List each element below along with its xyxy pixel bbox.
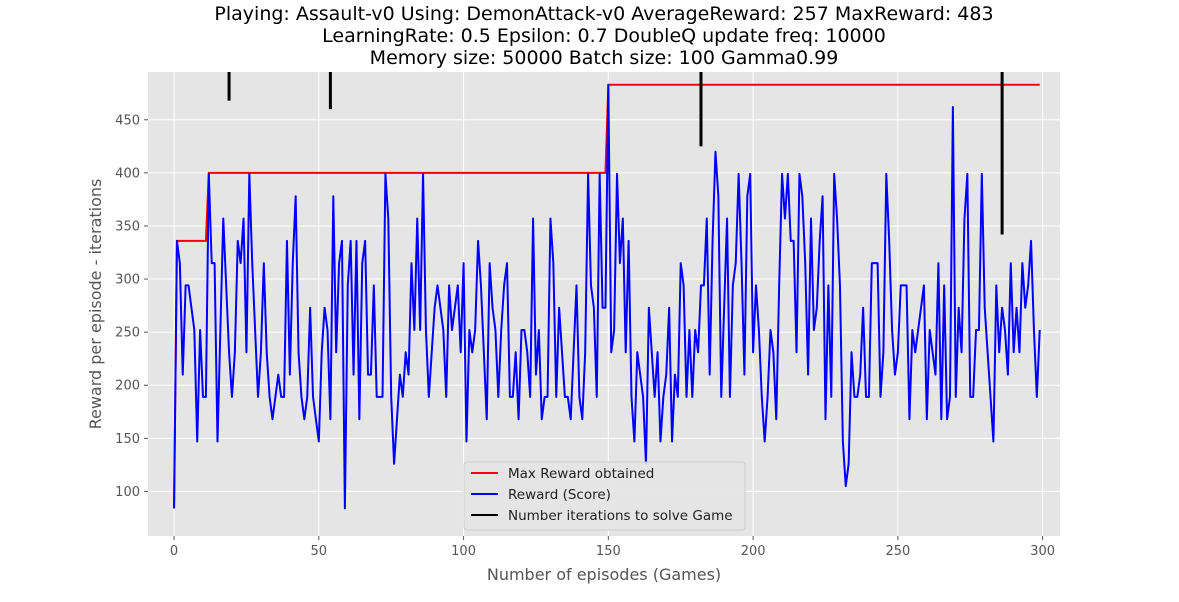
- y-tick-label: 300: [115, 273, 140, 288]
- x-tick-labels: 0 50 100 150 200 250 300: [170, 536, 1055, 559]
- y-tick-labels: 100 150 200 250 300 350 400 450: [115, 113, 148, 500]
- legend-label-reward: Reward (Score): [508, 487, 611, 503]
- y-axis-label: Reward per episode - iterations: [86, 179, 105, 430]
- chart-title-line-1: Playing: Assault-v0 Using: DemonAttack-v…: [214, 3, 993, 25]
- legend: Max Reward obtained Reward (Score) Numbe…: [463, 461, 746, 531]
- y-tick-label: 100: [115, 485, 140, 500]
- x-tick-label: 250: [885, 544, 910, 559]
- y-tick-label: 200: [115, 379, 140, 394]
- series-layer: [173, 72, 1041, 510]
- chart-title-line-3: Memory size: 50000 Batch size: 100 Gamma…: [370, 47, 839, 69]
- y-tick-label: 150: [115, 432, 140, 447]
- legend-label-iterations: Number iterations to solve Game: [508, 508, 733, 524]
- y-tick-label: 400: [115, 166, 140, 181]
- x-axis-label: Number of episodes (Games): [487, 565, 721, 584]
- plot-background: [148, 72, 1060, 536]
- x-tick-label: 50: [311, 544, 328, 559]
- legend-box: [463, 461, 746, 531]
- y-tick-label: 450: [115, 113, 140, 128]
- x-tick-label: 100: [451, 544, 476, 559]
- x-tick-label: 300: [1030, 544, 1055, 559]
- series-line-reward: [173, 83, 1041, 510]
- chart-title-line-2: LearningRate: 0.5 Epsilon: 0.7 DoubleQ u…: [322, 25, 886, 47]
- y-tick-label: 250: [115, 326, 140, 341]
- y-tick-label: 350: [115, 219, 140, 234]
- x-tick-label: 200: [741, 544, 766, 559]
- legend-label-max-reward: Max Reward obtained: [508, 466, 654, 482]
- x-tick-label: 0: [170, 544, 178, 559]
- x-tick-label: 150: [596, 544, 621, 559]
